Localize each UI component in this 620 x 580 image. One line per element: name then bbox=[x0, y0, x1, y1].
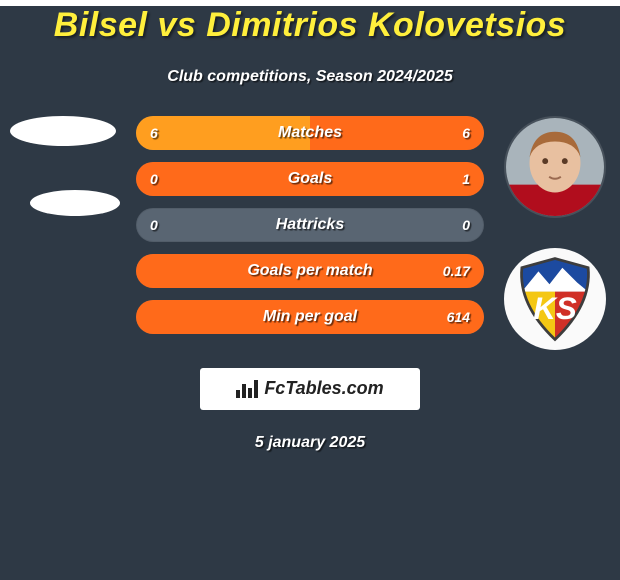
stat-value-left bbox=[136, 254, 164, 288]
stat-value-right: 0 bbox=[448, 208, 484, 242]
brand-tag[interactable]: FcTables.com bbox=[200, 368, 420, 410]
stat-row: 0 Hattricks 0 bbox=[136, 208, 484, 242]
stat-row: Goals per match 0.17 bbox=[136, 254, 484, 288]
right-club-badge: KS bbox=[504, 248, 606, 350]
stats-column: 6 Matches 6 0 Goals 1 0 Hattricks 0 Goals per mat… bbox=[120, 116, 500, 334]
left-club-badge-placeholder bbox=[30, 190, 120, 216]
right-player-avatar bbox=[504, 116, 606, 218]
comparison-panel: Bilsel vs Dimitrios Kolovetsios Club com… bbox=[0, 6, 620, 580]
stat-label: Hattricks bbox=[276, 216, 344, 234]
club-badge-icon: KS bbox=[509, 253, 601, 345]
avatar-photo-icon bbox=[506, 118, 604, 216]
left-player-column bbox=[10, 116, 120, 216]
stat-label: Goals bbox=[288, 170, 332, 188]
brand-text: FcTables.com bbox=[264, 378, 383, 399]
page-subtitle: Club competitions, Season 2024/2025 bbox=[0, 68, 620, 86]
right-player-column: KS bbox=[500, 116, 610, 350]
stat-value-left: 0 bbox=[136, 208, 172, 242]
content-row: 6 Matches 6 0 Goals 1 0 Hattricks 0 Goals per mat… bbox=[0, 116, 620, 350]
stat-value-right: 6 bbox=[448, 116, 484, 150]
stat-label: Goals per match bbox=[247, 262, 372, 280]
stat-label: Matches bbox=[278, 124, 342, 142]
stat-value-right: 1 bbox=[448, 162, 484, 196]
stat-row: 0 Goals 1 bbox=[136, 162, 484, 196]
bars-icon bbox=[236, 380, 258, 398]
stat-value-left: 6 bbox=[136, 116, 172, 150]
stat-value-right: 0.17 bbox=[429, 254, 484, 288]
stat-value-right: 614 bbox=[433, 300, 484, 334]
stat-row: Min per goal 614 bbox=[136, 300, 484, 334]
svg-text:KS: KS bbox=[533, 291, 577, 326]
page-title: Bilsel vs Dimitrios Kolovetsios bbox=[0, 6, 620, 45]
stat-value-left: 0 bbox=[136, 162, 172, 196]
stat-row: 6 Matches 6 bbox=[136, 116, 484, 150]
stat-label: Min per goal bbox=[263, 308, 357, 326]
left-player-avatar bbox=[10, 116, 116, 146]
date-line: 5 january 2025 bbox=[0, 434, 620, 452]
stat-value-left bbox=[136, 300, 164, 334]
